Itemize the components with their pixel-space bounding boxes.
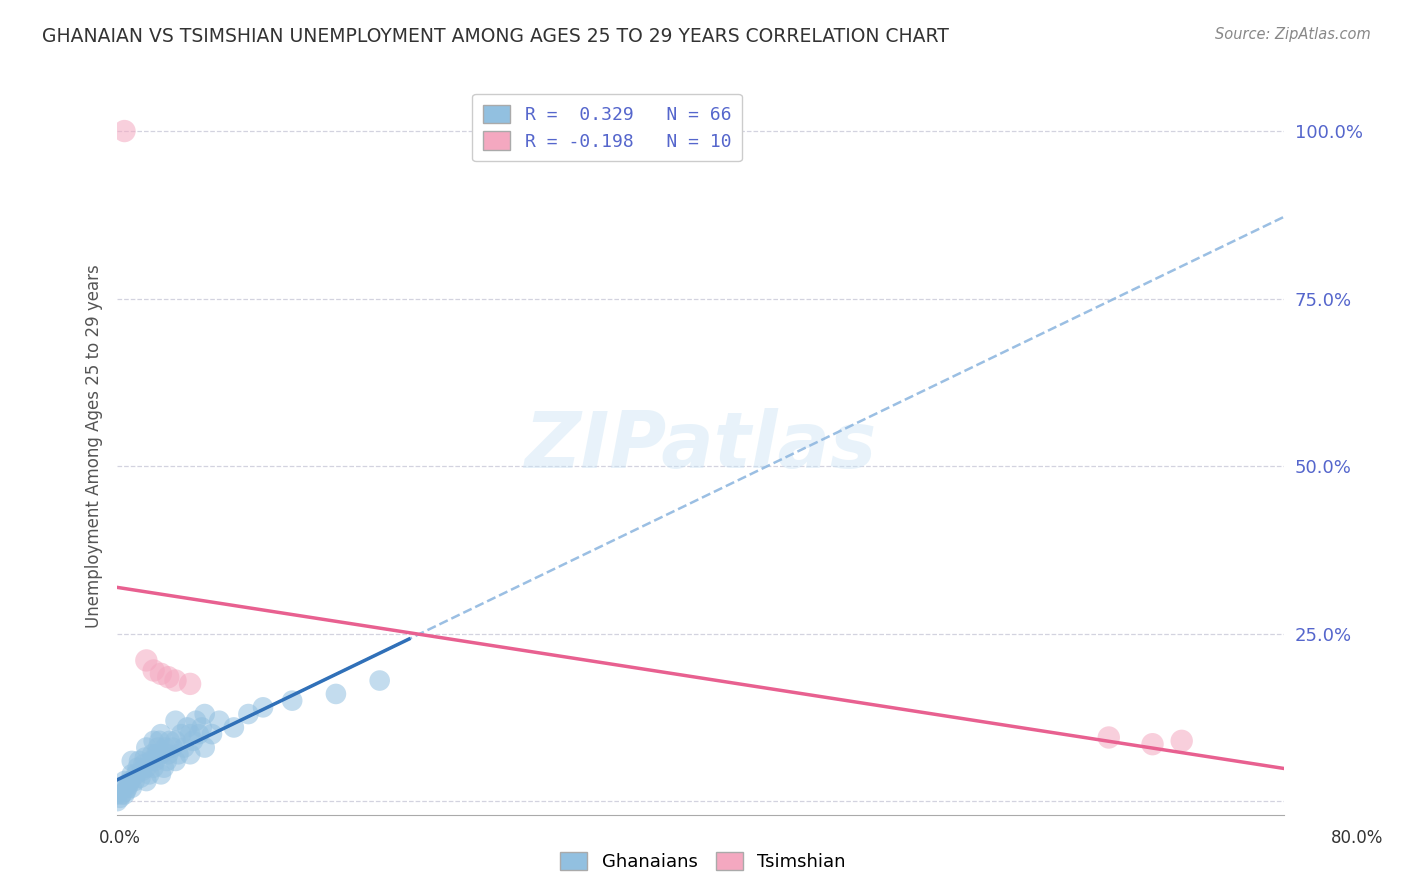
Point — [165, 754, 187, 768]
Point — [105, 788, 128, 802]
Point — [162, 740, 184, 755]
Point — [165, 673, 187, 688]
Point — [142, 734, 165, 748]
Point — [170, 727, 193, 741]
Point — [128, 754, 150, 768]
Point — [118, 777, 141, 791]
Point — [191, 721, 214, 735]
Point — [111, 780, 134, 795]
Point — [325, 687, 347, 701]
Point — [165, 714, 187, 728]
Point — [120, 774, 142, 789]
Point — [146, 740, 169, 755]
Point — [117, 780, 139, 795]
Point — [281, 693, 304, 707]
Point — [157, 747, 180, 762]
Point — [114, 124, 136, 138]
Point — [1098, 731, 1121, 745]
Point — [143, 754, 166, 768]
Point — [135, 774, 157, 789]
Point — [165, 734, 187, 748]
Point — [156, 754, 179, 768]
Point — [194, 706, 217, 721]
Point — [194, 740, 217, 755]
Point — [149, 747, 172, 762]
Point — [141, 747, 163, 762]
Point — [173, 740, 195, 755]
Text: 0.0%: 0.0% — [98, 829, 141, 847]
Point — [127, 761, 149, 775]
Point — [159, 734, 181, 748]
Point — [167, 747, 190, 762]
Point — [142, 664, 165, 678]
Point — [114, 774, 136, 789]
Point — [148, 734, 170, 748]
Point — [135, 653, 157, 667]
Point — [157, 670, 180, 684]
Point — [149, 727, 172, 741]
Text: GHANAIAN VS TSIMSHIAN UNEMPLOYMENT AMONG AGES 25 TO 29 YEARS CORRELATION CHART: GHANAIAN VS TSIMSHIAN UNEMPLOYMENT AMONG… — [42, 27, 949, 45]
Point — [1142, 737, 1164, 751]
Point — [129, 771, 152, 785]
Text: 80.0%: 80.0% — [1330, 829, 1384, 847]
Point — [184, 714, 207, 728]
Legend: Ghanaians, Tsimshian: Ghanaians, Tsimshian — [553, 845, 853, 879]
Point — [138, 767, 160, 781]
Point — [121, 780, 143, 795]
Point — [222, 721, 245, 735]
Point — [252, 700, 274, 714]
Point — [149, 666, 172, 681]
Text: ZIPatlas: ZIPatlas — [524, 408, 876, 484]
Point — [155, 740, 177, 755]
Point — [131, 764, 153, 778]
Point — [108, 790, 131, 805]
Point — [238, 706, 260, 721]
Point — [208, 714, 231, 728]
Point — [179, 727, 201, 741]
Point — [176, 721, 198, 735]
Point — [114, 788, 136, 802]
Point — [139, 754, 162, 768]
Point — [179, 677, 201, 691]
Point — [153, 761, 176, 775]
Point — [179, 747, 201, 762]
Point — [368, 673, 391, 688]
Point — [110, 788, 132, 802]
Point — [125, 767, 148, 781]
Point — [124, 774, 146, 789]
Point — [187, 727, 209, 741]
Point — [1170, 734, 1192, 748]
Point — [135, 740, 157, 755]
Point — [121, 767, 143, 781]
Point — [115, 784, 138, 798]
Point — [142, 761, 165, 775]
Point — [135, 761, 157, 775]
Text: Source: ZipAtlas.com: Source: ZipAtlas.com — [1215, 27, 1371, 42]
Point — [132, 757, 155, 772]
Point — [121, 754, 143, 768]
Point — [145, 747, 167, 762]
Point — [105, 794, 128, 808]
Point — [134, 750, 156, 764]
Point — [201, 727, 224, 741]
Point — [149, 767, 172, 781]
Legend: R =  0.329   N = 66, R = -0.198   N = 10: R = 0.329 N = 66, R = -0.198 N = 10 — [472, 94, 742, 161]
Point — [181, 734, 204, 748]
Y-axis label: Unemployment Among Ages 25 to 29 years: Unemployment Among Ages 25 to 29 years — [86, 264, 103, 628]
